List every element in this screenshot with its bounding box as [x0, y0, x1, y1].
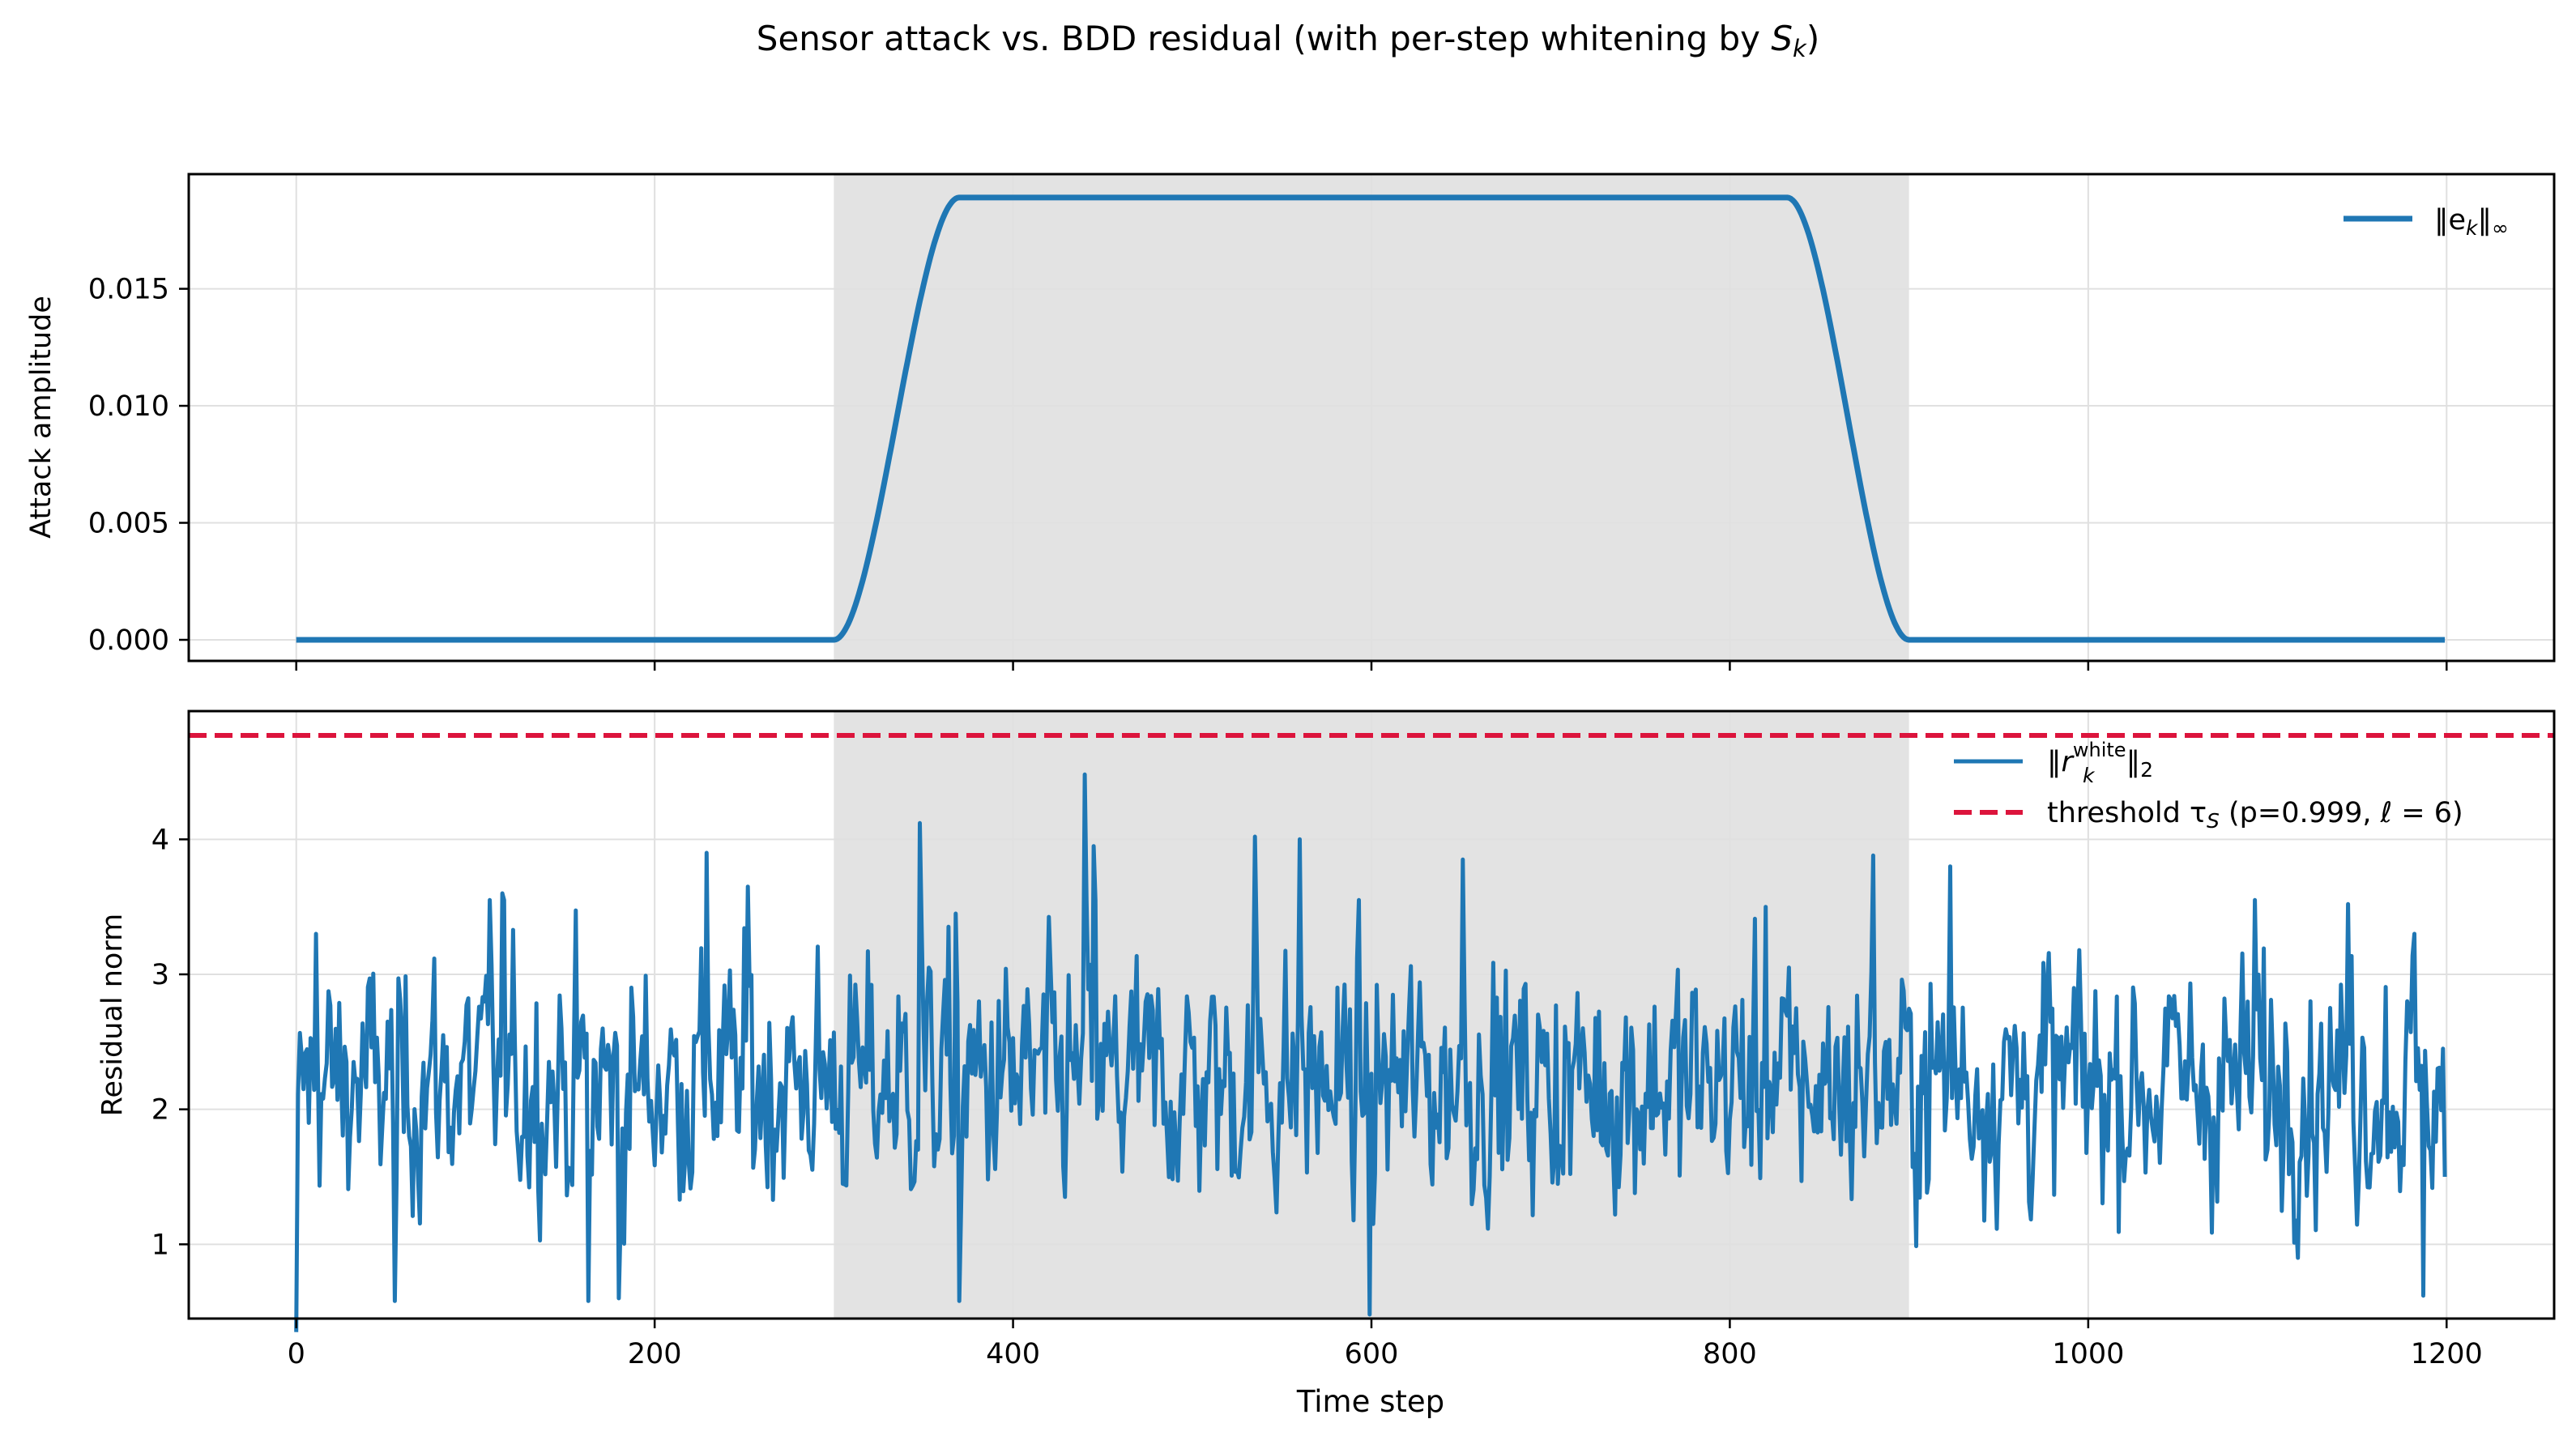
residual-panel-xlabel: Time step: [1296, 1384, 1444, 1419]
legend-threshold-text: threshold τ: [2047, 797, 2207, 829]
legend-label-attack: ‖ek‖∞: [2434, 204, 2509, 240]
legend-attack-sub: k: [2466, 216, 2479, 240]
figure-title: Sensor attack vs. BDD residual (with per…: [757, 19, 1819, 62]
title-prefix: Sensor attack vs. BDD residual (with per…: [757, 19, 1772, 58]
y-tick-label: 4: [151, 824, 169, 856]
y-tick-label: 3: [151, 959, 169, 991]
legend-threshold-rest: (p=0.999, ℓ = 6): [2220, 797, 2463, 829]
attack-panel-legend: ‖ek‖∞: [2344, 204, 2509, 240]
legend-attack-suffix-sub: ∞: [2492, 216, 2509, 240]
residual-panel-xticks: 0 200 400 600 800 1000 1200: [288, 1319, 2483, 1370]
legend-label-residual-sub: k: [2083, 764, 2096, 787]
x-tick-label: 400: [986, 1338, 1040, 1370]
y-tick-label: 0.000: [88, 624, 169, 657]
residual-panel-legend: ‖rwhite‖2 k threshold τS (p=0.999, ℓ = 6…: [1954, 739, 2463, 833]
residual-panel: 0 200 400 600 800 1000 1200 1 2 3 4 Residual norm…: [96, 709, 2556, 1419]
legend-attack-suffix: ‖: [2478, 204, 2493, 236]
attack-panel-xticks: [295, 661, 2448, 671]
title-suffix: ): [1806, 19, 1819, 58]
legend-label-residual: ‖rwhite‖2: [2047, 739, 2153, 782]
residual-panel-ylabel: Residual norm: [96, 914, 129, 1116]
attack-panel-ylabel: Attack amplitude: [25, 296, 58, 539]
legend-residual-main: ‖r: [2047, 746, 2075, 778]
y-tick-label: 2: [151, 1094, 169, 1127]
attack-panel-yticks: 0.000 0.005 0.010 0.015: [88, 274, 189, 657]
y-tick-label: 1: [151, 1229, 169, 1261]
x-tick-label: 600: [1345, 1338, 1399, 1370]
x-tick-label: 0: [288, 1338, 305, 1370]
x-tick-label: 1000: [2052, 1338, 2124, 1370]
legend-residual-sup: white: [2073, 739, 2126, 761]
attack-panel: 0.000 0.005 0.010 0.015 Attack amplitude ‖e…: [25, 173, 2556, 671]
legend-residual-suffix-sub: 2: [2140, 758, 2153, 782]
legend-residual-suffix: ‖: [2126, 746, 2141, 778]
y-tick-label: 0.010: [88, 390, 169, 423]
x-tick-label: 200: [628, 1338, 682, 1370]
x-tick-label: 800: [1703, 1338, 1757, 1370]
y-tick-label: 0.005: [88, 508, 169, 540]
residual-norm-line: [294, 772, 2447, 1332]
title-symbol: S: [1771, 19, 1793, 58]
legend-label-threshold: threshold τS (p=0.999, ℓ = 6): [2047, 797, 2463, 833]
y-tick-label: 0.015: [88, 274, 169, 306]
attack-amplitude-line: [295, 194, 2446, 643]
legend-threshold-sub: S: [2207, 809, 2220, 833]
residual-panel-yticks: 1 2 3 4: [151, 824, 189, 1261]
legend-attack-main: ‖e: [2434, 204, 2466, 236]
x-tick-label: 1200: [2411, 1338, 2483, 1370]
title-symbol-sub: k: [1793, 35, 1807, 62]
